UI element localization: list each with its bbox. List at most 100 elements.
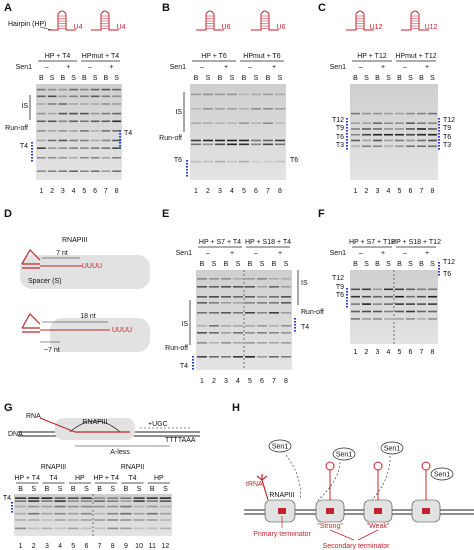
gel-band	[209, 342, 219, 344]
marker-dot	[31, 145, 33, 147]
label: Spacer (S)	[28, 278, 61, 285]
gel-band	[275, 122, 285, 124]
gel-band	[351, 310, 360, 313]
sen1-bubble	[268, 439, 292, 453]
gel-band	[197, 356, 207, 358]
label: T6	[174, 157, 182, 164]
label: RNAPIII	[269, 492, 294, 499]
gel-band	[80, 500, 92, 502]
gel-band	[15, 527, 27, 530]
gel-band	[58, 112, 68, 115]
label: B	[375, 75, 380, 82]
gel-band	[112, 95, 121, 98]
gel-band	[227, 122, 237, 124]
gel-band	[80, 170, 89, 172]
label: T9	[443, 125, 451, 132]
label: 5	[71, 543, 75, 550]
marker-dot	[438, 136, 440, 138]
label: Sen1	[384, 445, 400, 452]
label: 7	[98, 543, 102, 550]
label: +	[224, 64, 228, 71]
gel-band	[362, 128, 371, 130]
gel-band	[41, 505, 53, 508]
label: Run-off	[301, 309, 324, 316]
gel-band	[362, 133, 371, 136]
gel-band	[107, 527, 119, 530]
label: S	[408, 261, 413, 268]
gel-band	[281, 332, 291, 334]
label: IS	[301, 280, 308, 287]
gel-band	[69, 139, 78, 142]
label: 4	[230, 188, 234, 195]
gel-band	[263, 108, 273, 110]
label: ~7 nt	[44, 347, 60, 354]
label: T3	[443, 142, 451, 149]
gel-band	[395, 310, 404, 313]
gel-band	[269, 325, 279, 327]
marker-dot	[346, 127, 348, 129]
gel-band	[395, 112, 404, 115]
label: 1	[200, 378, 204, 385]
gel-band	[428, 310, 437, 313]
gel-band	[215, 143, 225, 146]
gel-band	[362, 318, 371, 320]
hairpin-icon	[346, 10, 374, 31]
gel-band	[239, 108, 249, 110]
gel-band	[428, 303, 437, 305]
label: B	[397, 261, 402, 268]
label: U12	[370, 24, 383, 31]
gel-band	[281, 278, 291, 280]
label: 7	[104, 188, 108, 195]
gel-band	[159, 500, 171, 502]
gel-band	[112, 139, 121, 142]
label: Run-off	[165, 345, 188, 352]
gel-band	[101, 120, 111, 123]
label: 3	[61, 188, 65, 195]
label: 2	[212, 378, 216, 385]
gel-band	[94, 505, 106, 508]
label: –	[200, 64, 204, 71]
label: T6	[336, 134, 344, 141]
gel-band	[221, 302, 231, 304]
gel-band	[263, 93, 273, 96]
marker-dot	[186, 172, 188, 174]
gel-band	[203, 108, 213, 110]
terminator	[326, 508, 334, 514]
label: U4	[74, 24, 83, 31]
marker-dot	[11, 511, 13, 513]
label: 5	[248, 378, 252, 385]
label: S	[254, 75, 259, 82]
label: T4	[49, 475, 57, 482]
gel-band	[373, 318, 382, 320]
hairpin-icon	[21, 313, 41, 333]
gel-band	[80, 139, 89, 142]
gel-band	[47, 95, 57, 98]
gel-band	[90, 170, 100, 172]
label: 3	[376, 349, 380, 356]
gel-band	[47, 170, 57, 172]
label: Primary terminator	[253, 531, 311, 538]
marker-dot	[186, 160, 188, 162]
label: B	[104, 75, 109, 82]
gel-band	[251, 108, 261, 110]
gel-band	[67, 512, 79, 515]
gel-band	[245, 302, 255, 304]
marker-dot	[346, 139, 348, 141]
label: 4	[58, 543, 62, 550]
gel-band	[69, 130, 78, 132]
gel-band	[428, 318, 437, 320]
gel-band	[58, 103, 68, 105]
label: RNAPIII	[41, 464, 66, 471]
label: T4	[3, 495, 11, 502]
gel-band	[215, 93, 225, 96]
label: HP + S18 + T12	[391, 239, 441, 246]
gel-band	[417, 139, 426, 142]
gel-band	[351, 128, 360, 130]
gel-band	[107, 505, 119, 508]
gel-band	[69, 103, 78, 105]
gel-band	[239, 93, 249, 96]
label: 4	[387, 188, 391, 195]
gel-band	[215, 122, 225, 124]
gel-band	[373, 112, 382, 115]
gel-band	[373, 139, 382, 142]
